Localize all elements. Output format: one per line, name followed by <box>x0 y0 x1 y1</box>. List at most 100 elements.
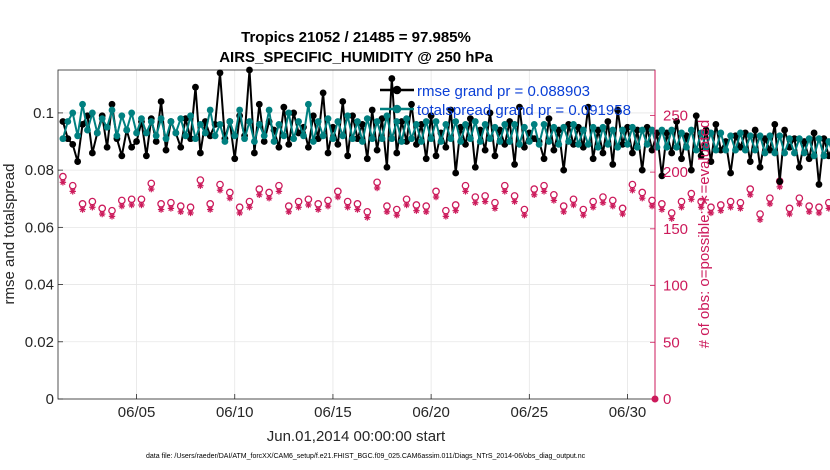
rmse-point <box>604 118 612 125</box>
rmse-point <box>177 143 185 151</box>
rmse-point <box>599 149 607 157</box>
y-tick-label: 0.06 <box>25 219 54 236</box>
spread-point <box>565 138 572 145</box>
spread-point <box>761 149 769 157</box>
rmse-point <box>481 146 489 154</box>
spread-point <box>74 132 82 140</box>
obs-possible-point <box>481 192 489 200</box>
obs-possible-point <box>343 197 352 206</box>
obs-evaluated-point <box>138 201 145 209</box>
spread-point <box>668 126 676 134</box>
spread-point <box>766 132 774 140</box>
spread-point <box>231 132 239 140</box>
spread-point <box>786 135 793 143</box>
obs-count-series <box>59 172 830 403</box>
obs-evaluated-point <box>265 194 273 202</box>
obs-evaluated-point <box>423 208 430 216</box>
rmse-point <box>304 143 312 151</box>
obs-possible-point <box>206 200 215 208</box>
spread-point <box>182 132 190 140</box>
obs-evaluated-point <box>246 204 253 211</box>
obs-possible-point <box>530 185 539 193</box>
spread-point <box>471 118 479 125</box>
obs-evaluated-point <box>69 188 76 195</box>
spread-point <box>609 126 617 134</box>
rmse-point <box>540 155 548 163</box>
spread-point <box>727 132 735 140</box>
spread-point <box>123 126 131 134</box>
spread-point <box>349 135 356 143</box>
spread-point <box>93 129 101 137</box>
y-right-tick-label: 100 <box>663 278 688 295</box>
spread-point <box>633 143 641 151</box>
obs-possible-point <box>265 188 273 197</box>
spread-point <box>746 132 754 140</box>
y-tick-label: 0.04 <box>25 277 54 294</box>
spread-point <box>133 129 140 137</box>
spread-point <box>491 123 499 131</box>
obs-possible-point <box>137 195 146 204</box>
spread-point <box>98 115 106 123</box>
obs-possible-point <box>756 210 764 218</box>
obs-possible-point <box>324 196 332 205</box>
obs-evaluated-point <box>275 188 283 195</box>
rmse-point <box>354 135 361 143</box>
obs-possible-point <box>618 204 627 213</box>
obs-possible-point <box>235 203 244 212</box>
rmse-point <box>697 152 705 160</box>
obs-possible-point <box>117 196 126 205</box>
y-axis-right: 0 50 100 150 200 250 <box>650 70 688 408</box>
y-axis-label-right: # of obs: o=possible; ∗=evaluated <box>696 120 713 349</box>
obs-possible-point <box>824 198 830 207</box>
obs-possible-point <box>245 197 254 206</box>
obs-possible-point <box>815 203 823 212</box>
obs-evaluated-point <box>364 214 371 221</box>
rmse-point <box>295 129 302 137</box>
obs-possible-point <box>353 200 362 208</box>
spread-point <box>756 132 764 140</box>
obs-evaluated-point <box>472 199 479 206</box>
rmse-point <box>619 140 626 148</box>
spread-point <box>452 118 460 125</box>
obs-possible-point <box>716 201 725 209</box>
y-right-tick-label: 150 <box>663 221 688 238</box>
y-right-tick-label: 250 <box>663 107 688 124</box>
rmse-point <box>196 149 204 157</box>
obs-evaluated-point <box>383 208 391 216</box>
rmse-point <box>741 129 749 137</box>
spread-point <box>363 115 371 123</box>
rmse-point <box>118 152 126 160</box>
obs-possible-point <box>432 187 440 196</box>
y-axis-left: 0 0.02 0.04 0.06 0.08 0.1 <box>25 105 63 408</box>
obs-possible-point <box>275 181 283 190</box>
obs-evaluated-point <box>89 204 96 211</box>
rmse-point <box>314 135 322 143</box>
spread-point <box>368 135 376 143</box>
y-tick-label: 0.02 <box>25 334 54 351</box>
spread-point <box>88 109 96 117</box>
obs-possible-point <box>608 196 617 205</box>
spread-point <box>113 132 121 140</box>
spread-point <box>476 138 484 145</box>
spread-point <box>687 126 695 134</box>
obs-evaluated-point <box>815 209 823 217</box>
spread-point <box>555 140 563 148</box>
obs-possible-point <box>658 200 666 208</box>
obs-possible-point <box>127 195 136 204</box>
chart-subtitle: AIRS_SPECIFIC_HUMIDITY @ 250 hPa <box>219 49 493 66</box>
obs-evaluated-point <box>639 194 646 202</box>
spread-point <box>152 132 160 140</box>
rmse-point <box>290 109 298 117</box>
x-tick-label: 06/05 <box>118 404 156 421</box>
obs-evaluated-point <box>413 207 420 214</box>
spread-point <box>521 123 528 131</box>
obs-evaluated-point <box>118 202 126 210</box>
rmse-point <box>378 115 386 123</box>
obs-evaluated-point <box>648 202 656 210</box>
obs-possible-point <box>402 195 411 204</box>
rmse-point <box>462 140 469 148</box>
obs-evaluated-point <box>717 207 724 214</box>
obs-evaluated-point <box>305 201 312 209</box>
rmse-point <box>712 120 720 128</box>
rmse-point <box>663 129 671 137</box>
